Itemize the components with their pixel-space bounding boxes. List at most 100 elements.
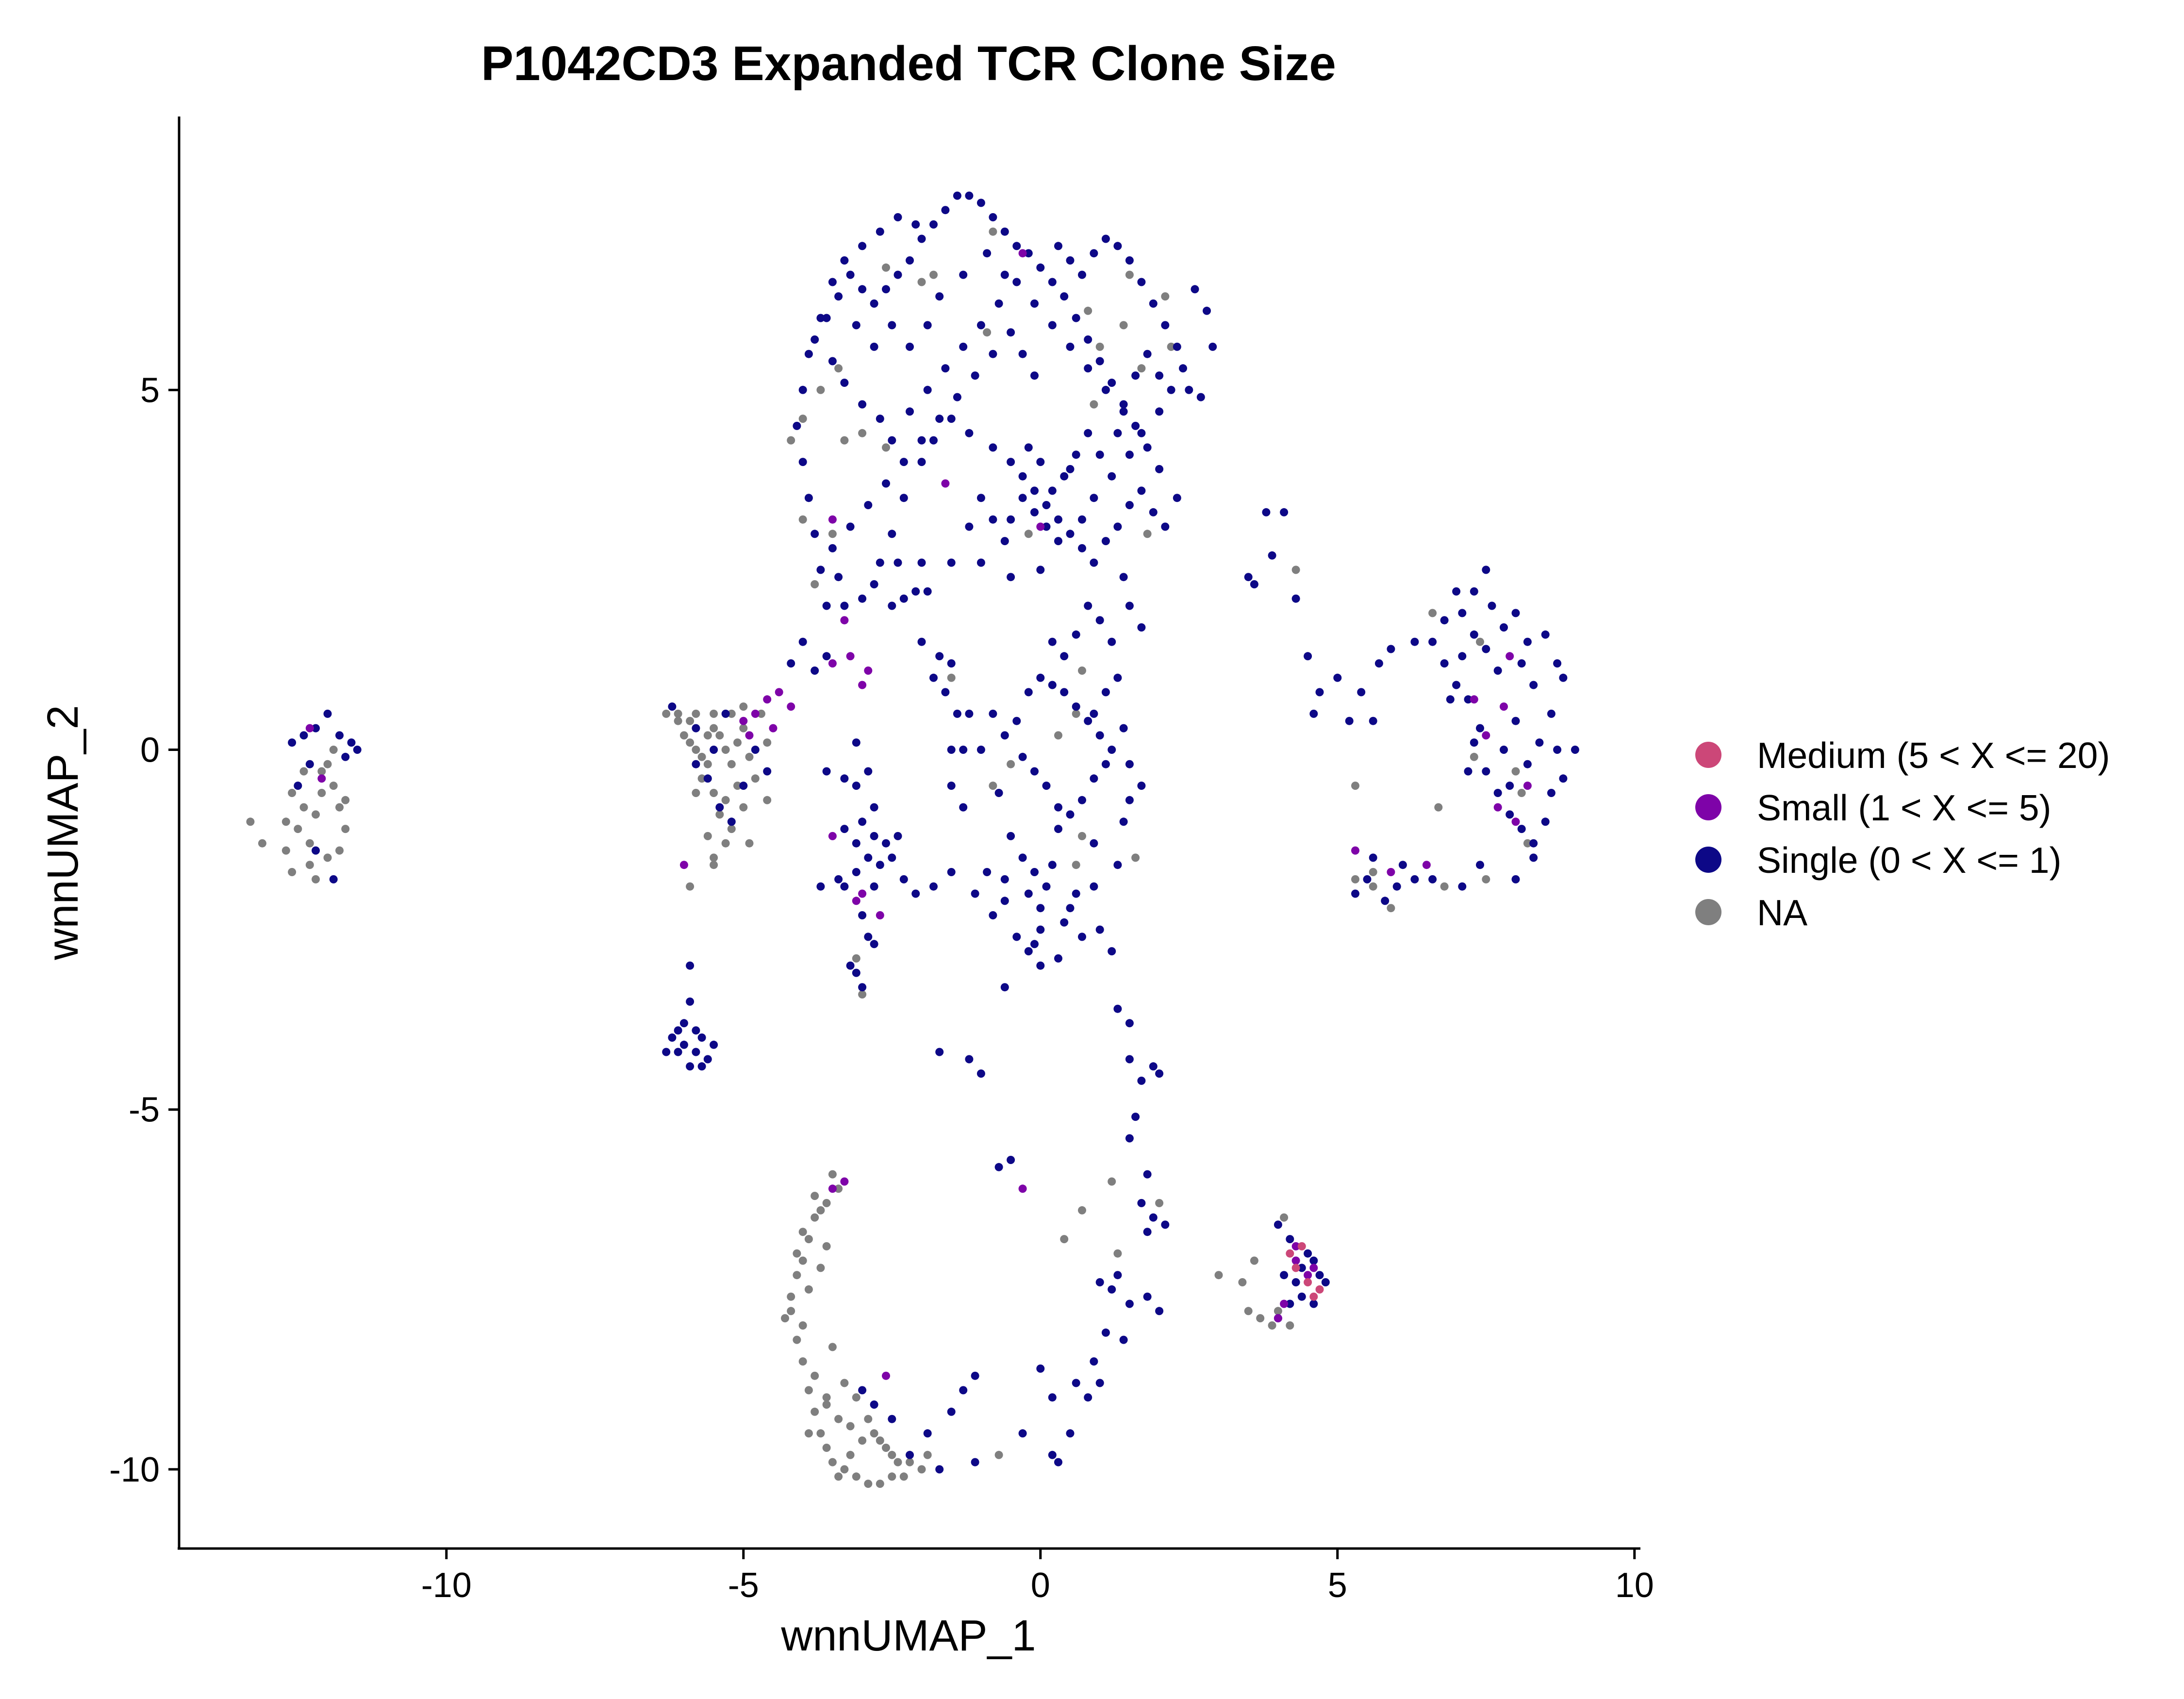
legend-label-single: Single (0 < X <= 1) bbox=[1757, 840, 2061, 881]
point-single bbox=[1297, 1264, 1306, 1272]
point-na bbox=[947, 673, 956, 682]
point-single bbox=[1084, 1393, 1092, 1402]
point-single bbox=[1000, 270, 1009, 279]
point-single bbox=[787, 659, 795, 668]
point-single bbox=[858, 242, 867, 250]
point-small bbox=[846, 652, 855, 661]
point-single bbox=[858, 285, 867, 294]
point-single bbox=[1196, 393, 1205, 401]
point-single bbox=[1084, 364, 1092, 373]
point-na bbox=[1143, 530, 1152, 538]
point-na bbox=[727, 709, 736, 718]
point-single bbox=[822, 601, 831, 610]
point-single bbox=[335, 731, 344, 740]
point-single bbox=[1095, 357, 1104, 366]
point-single bbox=[662, 1048, 671, 1056]
point-na bbox=[1125, 270, 1134, 279]
point-single bbox=[888, 436, 896, 445]
point-single bbox=[1333, 673, 1342, 682]
point-single bbox=[1119, 1335, 1128, 1344]
point-single bbox=[923, 587, 932, 596]
point-single bbox=[1030, 371, 1039, 380]
point-single bbox=[1030, 868, 1039, 876]
point-single bbox=[1149, 508, 1158, 516]
point-single bbox=[1060, 292, 1069, 301]
point-na bbox=[721, 746, 730, 754]
point-single bbox=[1119, 724, 1128, 733]
point-na bbox=[745, 839, 754, 848]
point-single bbox=[1095, 731, 1104, 740]
point-na bbox=[923, 1450, 932, 1459]
point-single bbox=[1553, 659, 1562, 668]
point-small bbox=[1511, 817, 1520, 826]
point-single bbox=[1090, 882, 1098, 891]
point-single bbox=[1464, 767, 1473, 776]
point-single bbox=[965, 1055, 974, 1064]
point-na bbox=[288, 868, 297, 876]
point-single bbox=[1529, 681, 1538, 689]
point-single bbox=[692, 1048, 700, 1056]
point-na bbox=[686, 716, 695, 725]
point-single bbox=[1000, 227, 1009, 236]
point-single bbox=[1066, 904, 1075, 913]
point-single bbox=[1113, 861, 1122, 869]
point-na bbox=[246, 817, 255, 826]
point-single bbox=[888, 853, 896, 862]
point-single bbox=[721, 709, 730, 718]
point-single bbox=[923, 385, 932, 394]
point-single bbox=[1030, 767, 1039, 776]
point-single bbox=[852, 839, 860, 848]
point-na bbox=[1434, 803, 1443, 812]
point-single bbox=[1036, 673, 1045, 682]
point-single bbox=[1137, 278, 1146, 286]
point-single bbox=[1060, 688, 1069, 697]
point-single bbox=[870, 1400, 878, 1409]
point-small bbox=[317, 774, 326, 783]
point-na bbox=[1078, 832, 1086, 840]
point-small bbox=[858, 681, 867, 689]
point-single bbox=[1143, 350, 1152, 358]
point-single bbox=[899, 458, 908, 466]
point-na bbox=[1214, 1271, 1223, 1280]
point-single bbox=[852, 782, 860, 790]
point-single bbox=[1066, 342, 1075, 351]
point-single bbox=[692, 1026, 700, 1035]
point-na bbox=[1268, 1321, 1276, 1330]
legend-key-medium bbox=[1695, 742, 1721, 768]
point-single bbox=[1113, 673, 1122, 682]
point-single bbox=[1529, 839, 1538, 848]
point-small bbox=[1470, 695, 1478, 704]
point-single bbox=[1458, 882, 1467, 891]
point-single bbox=[834, 573, 843, 582]
point-na bbox=[804, 1386, 813, 1395]
point-single bbox=[1007, 328, 1015, 337]
point-single bbox=[668, 1033, 677, 1042]
points-layer bbox=[246, 191, 1579, 1488]
point-single bbox=[858, 911, 867, 919]
point-small bbox=[1500, 702, 1508, 711]
point-single bbox=[840, 601, 849, 610]
point-single bbox=[989, 709, 997, 718]
point-single bbox=[1458, 652, 1467, 661]
point-single bbox=[1101, 760, 1110, 768]
point-single bbox=[864, 501, 873, 509]
point-na bbox=[811, 1213, 819, 1222]
point-na bbox=[1291, 566, 1300, 574]
point-single bbox=[1143, 1228, 1152, 1236]
point-single bbox=[1392, 882, 1401, 891]
point-na bbox=[876, 1436, 884, 1445]
point-na bbox=[1072, 861, 1080, 869]
point-na bbox=[929, 270, 938, 279]
point-single bbox=[888, 321, 896, 330]
point-single bbox=[852, 321, 860, 330]
point-single bbox=[1090, 839, 1098, 848]
point-na bbox=[341, 825, 350, 833]
point-single bbox=[1559, 774, 1568, 783]
point-single bbox=[899, 594, 908, 603]
point-single bbox=[1351, 889, 1359, 898]
point-single bbox=[1113, 522, 1122, 531]
point-single bbox=[1012, 716, 1021, 725]
x-tick-label: 0 bbox=[1031, 1566, 1050, 1605]
point-single bbox=[1084, 335, 1092, 344]
point-single bbox=[1113, 242, 1122, 250]
